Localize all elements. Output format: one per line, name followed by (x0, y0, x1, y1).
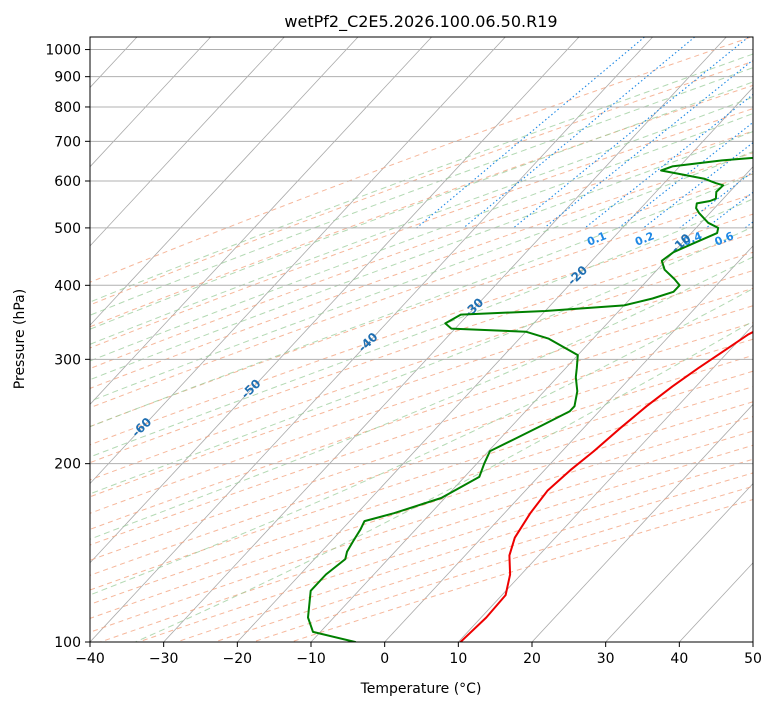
x-tick-label: 20 (523, 651, 541, 667)
moist-adiabat-line (90, 198, 753, 458)
x-tick-label: 50 (744, 651, 762, 667)
isotherm-line (90, 37, 506, 485)
dry-adiabat-line (90, 287, 753, 514)
x-tick-label: 40 (670, 651, 688, 667)
dry-adiabat-line (90, 193, 753, 428)
isotherm-line (90, 37, 432, 405)
chart-title: wetPf2_C2E5.2026.100.06.50.R19 (284, 12, 557, 32)
moist-adiabat-line (90, 53, 753, 303)
isotherm-line (237, 86, 753, 642)
x-tick-label: −40 (75, 651, 105, 667)
isotherm-line (384, 245, 753, 642)
pressure-gridlines (90, 49, 753, 642)
x-tick-label: −10 (296, 651, 326, 667)
mixing-ratio-line (543, 59, 753, 229)
mixing-ratio-line (513, 37, 749, 229)
moist-adiabat-line (90, 81, 753, 330)
isotherm-line (163, 37, 727, 642)
isotherm-line (531, 403, 753, 642)
moist-adiabat-line (90, 173, 753, 428)
x-tick-label: −30 (149, 651, 179, 667)
dry-adiabat-line (90, 269, 753, 498)
y-tick-label: 100 (54, 635, 81, 651)
x-tick-label: 10 (449, 651, 467, 667)
dewpoint-profile-line (307, 156, 753, 642)
y-tick-label: 900 (54, 70, 81, 86)
y-axis-label: Pressure (hPa) (12, 289, 28, 389)
mixing-ratio-line (416, 37, 645, 229)
dry-adiabat-line (90, 386, 753, 605)
y-tick-label: 300 (54, 352, 81, 368)
isotherm-line (90, 37, 285, 247)
y-tick-label: 200 (54, 457, 81, 473)
isotherm-line (90, 37, 359, 326)
y-tick-label: 800 (54, 100, 81, 116)
isotherm-line (90, 37, 211, 168)
sounding-profiles (307, 156, 753, 642)
y-tick-label: 500 (54, 221, 81, 237)
background-lines (90, 37, 753, 642)
moist-adiabat-line (90, 113, 753, 362)
y-tick-label: 700 (54, 134, 81, 150)
isotherm-line (605, 482, 753, 642)
x-axis-label: Temperature (°C) (360, 681, 482, 697)
plot-area: 0.10.20.40.611.52346810131620253036 -100… (90, 37, 753, 642)
x-tick-label: 0 (380, 651, 389, 667)
dry-adiabat-line (90, 173, 753, 409)
moist-adiabat-line (90, 130, 753, 381)
isotherm-line (90, 37, 580, 564)
dry-adiabat-line (90, 60, 753, 306)
dry-adiabat-line (90, 232, 753, 464)
moist-adiabat-line (90, 256, 753, 540)
x-tick-label: 30 (597, 651, 615, 667)
moist-adiabat-line (90, 288, 753, 596)
moist-adiabat-line (90, 96, 753, 345)
temperature-profile-line (459, 330, 753, 642)
dry-adiabat-line (90, 370, 753, 591)
mixing-ratio-line (679, 170, 753, 229)
y-tick-label: 400 (54, 278, 81, 294)
dry-adiabat-line (90, 338, 753, 561)
moist-adiabat-line (90, 150, 753, 402)
moist-adiabat-line (90, 67, 753, 316)
y-axis: 100 200 300 400 500 600 700 800 900 1000 (45, 43, 90, 651)
dry-adiabat-line (90, 130, 753, 370)
dry-adiabat-line (90, 152, 753, 389)
x-axis: −40 −30 −20 −10 0 10 20 30 40 50 (75, 642, 762, 667)
x-tick-label: −20 (223, 651, 253, 667)
y-tick-label: 1000 (45, 43, 81, 59)
dry-adiabat-line (90, 322, 753, 546)
moist-adiabat-line (135, 320, 753, 642)
plot-frame (89, 36, 754, 643)
y-tick-label: 600 (54, 174, 81, 190)
